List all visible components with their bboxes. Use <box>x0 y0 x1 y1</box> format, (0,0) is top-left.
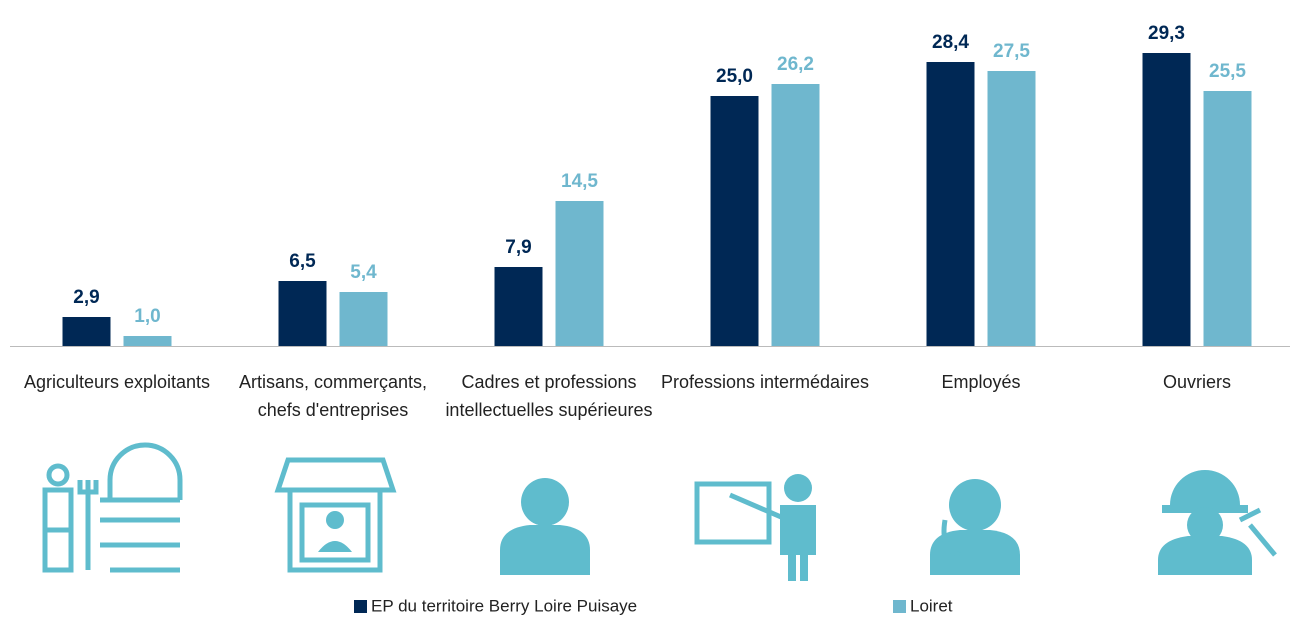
bar <box>987 71 1036 346</box>
icon-shop <box>274 457 397 573</box>
icon-farmer <box>42 442 183 573</box>
bar <box>278 281 327 346</box>
value-label: 5,4 <box>350 262 377 283</box>
x-tick-label: Artisans, commerçants, chefs d'entrepris… <box>238 372 428 420</box>
bar <box>710 96 759 346</box>
value-label: 25,5 <box>1209 61 1246 82</box>
bar <box>771 84 820 346</box>
x-tick-label: Professions intermédaires <box>660 372 870 392</box>
x-tick-label: Agriculteurs exploitants <box>23 372 211 392</box>
value-label: 27,5 <box>993 41 1030 62</box>
bar <box>494 267 543 346</box>
value-label: 7,9 <box>505 237 531 258</box>
value-label: 14,5 <box>561 171 598 192</box>
icon-teacher <box>694 474 816 581</box>
icon-manager <box>500 478 590 575</box>
bar <box>62 317 111 346</box>
value-label: 29,3 <box>1148 23 1185 44</box>
bar <box>555 201 604 346</box>
x-tick-label: Ouvriers <box>1162 372 1231 392</box>
icon-operator <box>930 479 1020 575</box>
legend-swatch <box>354 600 367 613</box>
legend-label: EP du territoire Berry Loire Puisaye <box>371 596 637 615</box>
x-tick-label: Cadres et professions intellectuelles su… <box>445 372 653 420</box>
bar <box>1203 91 1252 346</box>
value-label: 6,5 <box>289 251 316 272</box>
value-label: 1,0 <box>134 306 160 327</box>
bar <box>339 292 388 346</box>
icons <box>42 442 1277 581</box>
icon-worker <box>1158 470 1277 575</box>
x-tick-label: Employés <box>941 372 1021 392</box>
bar <box>926 62 975 346</box>
bar <box>1142 53 1191 346</box>
bar <box>123 336 172 346</box>
value-label: 26,2 <box>777 54 814 75</box>
value-label: 28,4 <box>932 32 969 53</box>
value-label: 25,0 <box>716 66 753 87</box>
legend-swatch <box>893 600 906 613</box>
value-label: 2,9 <box>73 287 99 308</box>
legend-label: Loiret <box>910 596 953 615</box>
